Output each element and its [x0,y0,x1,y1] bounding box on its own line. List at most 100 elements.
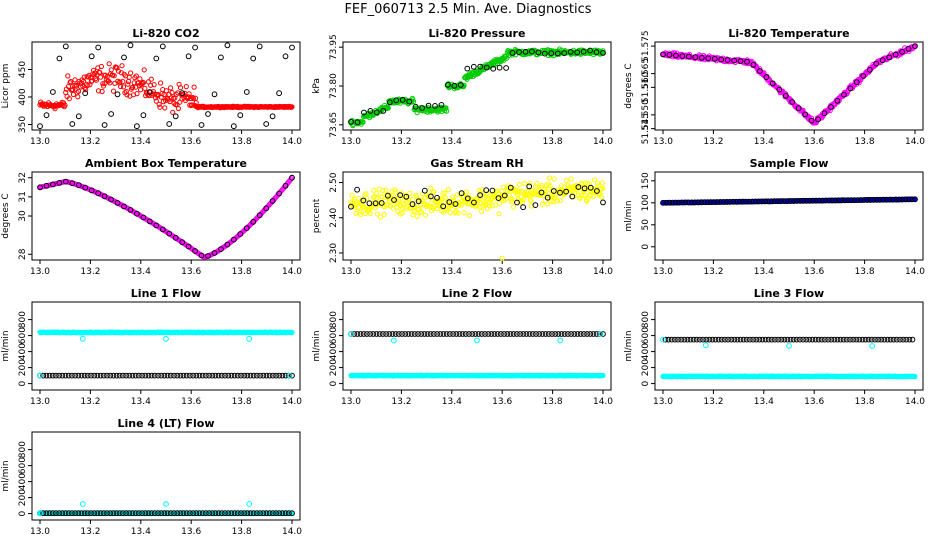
data-point [528,198,534,204]
data-point [354,186,361,193]
data-point [567,49,574,55]
data-point [250,218,257,225]
data-point [587,47,593,54]
x-tick-label: 13.2 [80,527,100,537]
data-point [705,55,712,62]
data-point [866,66,873,73]
data-point [679,53,686,59]
data-point [114,200,121,206]
data-point [557,337,564,344]
data-point [383,187,389,193]
data-point [117,79,123,85]
data-point [125,78,132,85]
data-point [146,89,153,95]
data-point [385,192,391,199]
data-point [380,188,386,194]
data-point [459,202,465,208]
series-1-sec [660,43,918,126]
data-point [434,194,440,201]
data-point [83,87,89,93]
data-point [457,82,464,88]
data-point [73,82,79,88]
y-tick-label: 28 [18,248,28,260]
data-point [451,82,458,89]
data-point [763,74,770,81]
data-point [853,79,860,86]
data-point [198,252,205,259]
x-tick-label: 13.2 [80,137,100,147]
data-point [69,121,76,127]
data-point [860,73,867,79]
data-point [256,43,263,50]
data-point [361,203,367,209]
data-point [568,176,574,182]
data-point [600,185,606,191]
x-tick-label: 13.0 [30,397,50,407]
x-tick-label: 14.0 [905,267,925,277]
data-point [282,53,289,60]
data-point [179,90,186,97]
data-point [138,87,144,93]
data-point [113,64,119,70]
data-point [130,84,136,90]
x-tick-label: 13.6 [804,137,824,147]
x-tick-label: 13.8 [232,137,252,147]
data-point [554,198,560,204]
x-tick-label: 13.0 [30,527,50,537]
data-point [455,210,461,216]
x-tick-label: 13.2 [391,397,411,407]
data-point [121,203,127,210]
data-point [445,187,451,193]
data-point [72,77,78,83]
data-point [101,193,108,200]
data-point [483,187,490,194]
data-point [599,180,606,186]
y-axis-label: degrees C [1,193,11,238]
data-point [108,67,114,73]
data-point [492,61,498,67]
x-tick-label: 13.2 [703,137,723,147]
x-tick-label: 13.8 [855,137,875,147]
data-point [354,119,361,126]
data-point [545,201,551,207]
data-point [442,190,448,196]
x-tick-label: 13.6 [804,397,824,407]
data-point [175,105,181,112]
data-point [75,182,82,189]
y-tick-label: 51.575 [641,30,651,62]
data-point [263,205,270,212]
y-tick-label: 600 [329,327,339,344]
data-point [348,331,354,337]
panel-title: Line 3 Flow [754,287,824,300]
data-point [56,55,63,62]
data-point [447,210,453,216]
data-point [673,52,679,59]
data-point [161,91,167,98]
panel-title: Ambient Box Temperature [85,157,247,170]
data-point [141,67,147,73]
data-point [126,74,132,80]
data-point [162,105,168,111]
x-tick-label: 13.0 [653,267,673,277]
x-tick-label: 13.6 [492,137,512,147]
x-tick-label: 13.8 [232,527,252,537]
data-point [529,48,535,55]
data-point [95,88,102,94]
y-tick-label: 0 [329,380,339,386]
data-point [188,102,194,109]
x-tick-label: 13.4 [131,267,151,277]
data-point [50,181,56,188]
data-point [557,189,563,196]
data-point [879,57,886,64]
panel-frame [654,171,924,261]
data-point [546,175,553,181]
data-point [532,189,538,195]
data-point [224,42,231,49]
data-point [172,234,179,241]
data-point [185,53,192,60]
data-point [539,201,545,207]
data-point [486,203,492,209]
data-point [163,501,169,507]
